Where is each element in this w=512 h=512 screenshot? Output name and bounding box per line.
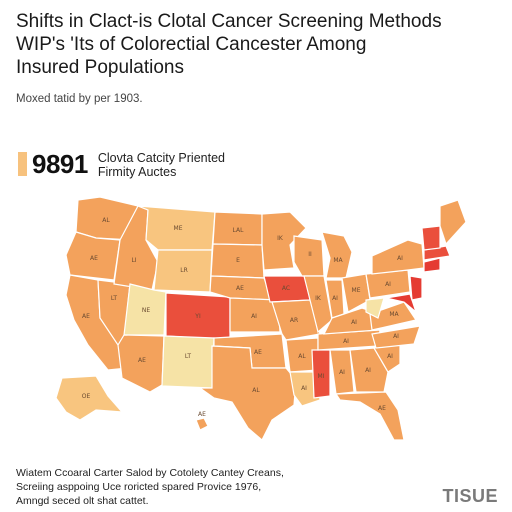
state-mo[interactable] [271,299,321,341]
label-il: IK [315,295,322,302]
label-pa: AI [385,281,391,288]
label-ia: AC [282,285,290,292]
label-sd: E [236,257,240,264]
label-oh: ME [352,287,361,294]
label-mi: MA [333,257,343,264]
label-nv: LT [111,295,118,302]
legend-label-line-1: Clovta Catcity Priented [97,151,225,165]
label-ut: NE [142,307,150,314]
title-line-2: WIP's 'Its of Colorectial Cancester Amon… [16,34,367,55]
map-subtitle: Moxed tatid by per 1903. [16,93,143,105]
label-az: AE [138,357,146,364]
state-me[interactable] [439,199,467,246]
state-nc[interactable] [371,325,421,349]
state-hi[interactable] [195,417,209,431]
state-va[interactable] [369,301,417,331]
state-il[interactable] [303,275,333,334]
label-nm: LT [185,353,192,360]
label-mo: AR [290,317,298,324]
title-line-3: Insured Populations [16,57,184,78]
label-sc: AI [387,353,393,360]
label-tn: AI [343,338,349,345]
state-ak[interactable] [55,375,124,421]
state-ga[interactable] [349,347,389,393]
state-md[interactable] [385,293,418,314]
legend: 9891 Clovta Catcity Priented Firmity Auc… [18,150,225,179]
label-ar: AL [298,353,306,360]
state-fl[interactable] [334,391,405,440]
label-ks: AI [251,313,257,320]
label-nd: LAL [233,227,245,234]
label-wa: AL [102,217,110,224]
state-ut[interactable] [123,283,167,336]
map-title: Shifts in Clact-is Clotal Cancer Screeni… [16,10,496,79]
label-la: AI [301,385,307,392]
state-ks[interactable] [229,297,281,333]
label-ky: AI [351,319,357,326]
label-mt: ME [174,225,183,232]
label-fl: AE [378,405,386,412]
state-ct-ri[interactable] [423,257,441,273]
state-mi[interactable] [321,231,353,279]
state-al[interactable] [329,349,355,395]
label-al: AI [339,369,345,376]
legend-label-line-2: Firmity Auctes [97,165,177,179]
label-in: AI [332,295,338,302]
label-or: AE [90,255,98,262]
legend-label: Clovta Catcity Priented Firmity Auctes [98,151,225,179]
footnote-line-3: Amngd seced olt shat cattet. [16,495,149,507]
legend-swatch [18,152,27,176]
legend-value: 9891 [32,149,88,179]
footnote-line-1: Wiatem Ccoaral Carter Salod by Cotolety … [16,467,284,479]
footnote-line-2: Screiing asppoing Uce roricted spared Pr… [16,481,262,493]
state-mn[interactable] [261,211,307,271]
label-mn: IK [277,235,284,242]
label-ms: MI [318,373,325,380]
label-ny: AI [397,255,403,262]
state-wv[interactable] [365,297,385,319]
label-co: YI [194,313,201,320]
label-hi: AE [198,411,206,418]
label-wy: LR [180,267,188,274]
label-nc: AI [393,333,399,340]
publisher-logo: TISUE [442,486,498,506]
label-wi: II [308,251,312,258]
label-ok: AE [254,349,262,356]
label-ga: AI [365,367,371,374]
state-tx[interactable] [198,345,297,440]
label-ca: AE [82,313,90,320]
state-vt-nh[interactable] [421,225,441,251]
label-id: LI [131,257,136,264]
label-tx: AL [252,387,260,394]
label-va: MA [389,311,399,318]
title-line-1: Shifts in Clact-is Clotal Cancer Screeni… [16,11,442,32]
label-ak: OE [82,393,91,400]
us-choropleth-map: AL AE AE LT LI ME LR NE YI AE LT LAL E A… [55,196,467,440]
label-ne: AE [236,285,244,292]
footnote: Wiatem Ccoaral Carter Salod by Cotolety … [16,466,416,508]
state-nj[interactable] [409,275,423,301]
state-nm[interactable] [161,335,215,389]
